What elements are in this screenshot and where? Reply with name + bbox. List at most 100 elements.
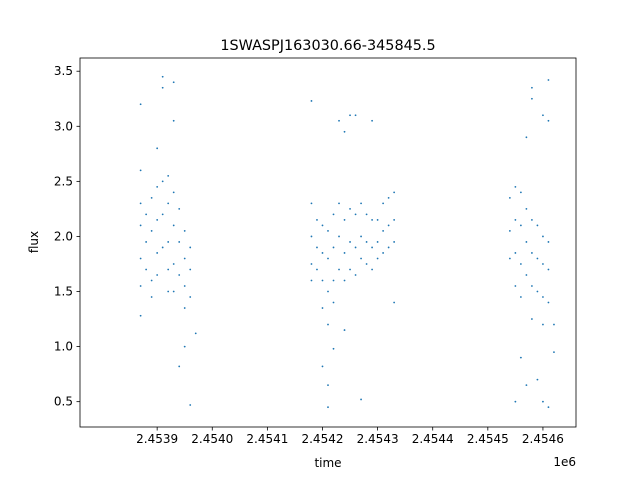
- data-point: [332, 301, 335, 304]
- data-point: [382, 230, 385, 232]
- data-point: [553, 351, 555, 353]
- data-point: [508, 196, 511, 199]
- data-point: [508, 230, 511, 232]
- data-point: [536, 224, 539, 227]
- data-point: [387, 196, 390, 199]
- x-tick-label: 2.4543: [357, 432, 399, 446]
- data-point: [139, 314, 142, 317]
- data-point: [531, 219, 533, 221]
- data-point: [316, 246, 318, 249]
- data-point: [393, 191, 396, 194]
- data-point: [310, 235, 313, 238]
- x-tick-label: 2.4539: [136, 432, 178, 446]
- data-point: [161, 213, 164, 216]
- y-tick-label: 1.0: [54, 340, 73, 354]
- data-point: [514, 252, 517, 254]
- data-point: [316, 268, 318, 271]
- y-tick-label: 2.0: [54, 229, 73, 243]
- data-point: [365, 263, 368, 265]
- data-point: [183, 285, 186, 287]
- data-point: [139, 285, 142, 287]
- data-point: [338, 202, 340, 205]
- x-axis-offset-label: 1e6: [553, 455, 576, 469]
- data-point: [536, 290, 539, 293]
- data-point: [531, 86, 533, 89]
- data-point: [349, 268, 351, 271]
- data-point: [189, 296, 192, 298]
- data-point: [156, 274, 159, 276]
- data-point: [167, 202, 170, 205]
- data-point: [360, 235, 362, 238]
- data-point: [139, 224, 142, 227]
- data-point: [332, 213, 335, 216]
- data-point: [360, 398, 362, 401]
- data-point: [376, 257, 379, 260]
- data-point: [310, 263, 313, 265]
- data-point: [365, 213, 368, 216]
- data-point: [172, 191, 175, 194]
- data-point: [332, 279, 335, 282]
- data-point: [371, 219, 373, 221]
- data-point: [376, 219, 379, 221]
- data-point: [327, 406, 329, 409]
- data-point: [189, 246, 192, 249]
- data-point: [547, 301, 550, 304]
- data-point: [542, 323, 544, 326]
- y-tick-label: 3.0: [54, 119, 73, 133]
- data-point: [360, 257, 362, 260]
- data-point: [343, 130, 346, 133]
- x-tick-label: 2.4542: [301, 432, 343, 446]
- data-point: [354, 274, 357, 276]
- data-point: [354, 114, 357, 117]
- data-point: [531, 97, 533, 100]
- data-point: [139, 202, 142, 205]
- x-axis-label: time: [314, 456, 341, 470]
- data-point: [332, 347, 335, 350]
- data-point: [531, 252, 533, 254]
- data-point: [547, 79, 550, 81]
- data-point: [547, 241, 550, 243]
- data-point: [172, 119, 175, 122]
- data-point: [519, 356, 522, 359]
- x-tick-label: 2.4540: [191, 432, 233, 446]
- data-point: [327, 290, 329, 293]
- y-tick-label: 0.5: [54, 395, 73, 409]
- data-point: [525, 241, 528, 243]
- data-point: [194, 332, 197, 335]
- data-point: [393, 219, 396, 221]
- data-point: [167, 174, 170, 177]
- data-point: [536, 378, 539, 381]
- data-point: [172, 81, 175, 84]
- y-axis-ticks: 0.5 1.0 1.5 2.0 2.5 3.0 3.5: [54, 64, 80, 409]
- data-point: [156, 219, 159, 221]
- data-point: [525, 136, 528, 139]
- data-point: [156, 147, 159, 150]
- data-point: [310, 100, 313, 102]
- data-point: [150, 196, 153, 199]
- data-point: [536, 257, 539, 260]
- data-point: [514, 185, 517, 188]
- data-point: [161, 86, 164, 89]
- data-point: [542, 114, 544, 117]
- data-point: [161, 180, 164, 183]
- data-point: [145, 268, 148, 271]
- data-point: [514, 285, 517, 287]
- data-point: [349, 241, 351, 243]
- data-point: [547, 268, 550, 271]
- x-axis-ticks: 2.4539 2.4540 2.4541 2.4542 2.4543 2.4544 2.45…: [136, 427, 564, 446]
- data-point: [349, 114, 351, 117]
- data-point: [349, 208, 351, 210]
- data-point: [178, 274, 181, 276]
- data-point: [519, 296, 522, 298]
- data-point: [542, 400, 544, 403]
- x-tick-label: 2.4541: [246, 432, 288, 446]
- data-point: [525, 384, 528, 387]
- data-point: [519, 263, 522, 265]
- data-point: [376, 241, 379, 243]
- data-point: [321, 279, 324, 282]
- data-point: [178, 241, 181, 243]
- data-point: [547, 119, 550, 122]
- data-point: [178, 208, 181, 210]
- data-point: [343, 252, 346, 254]
